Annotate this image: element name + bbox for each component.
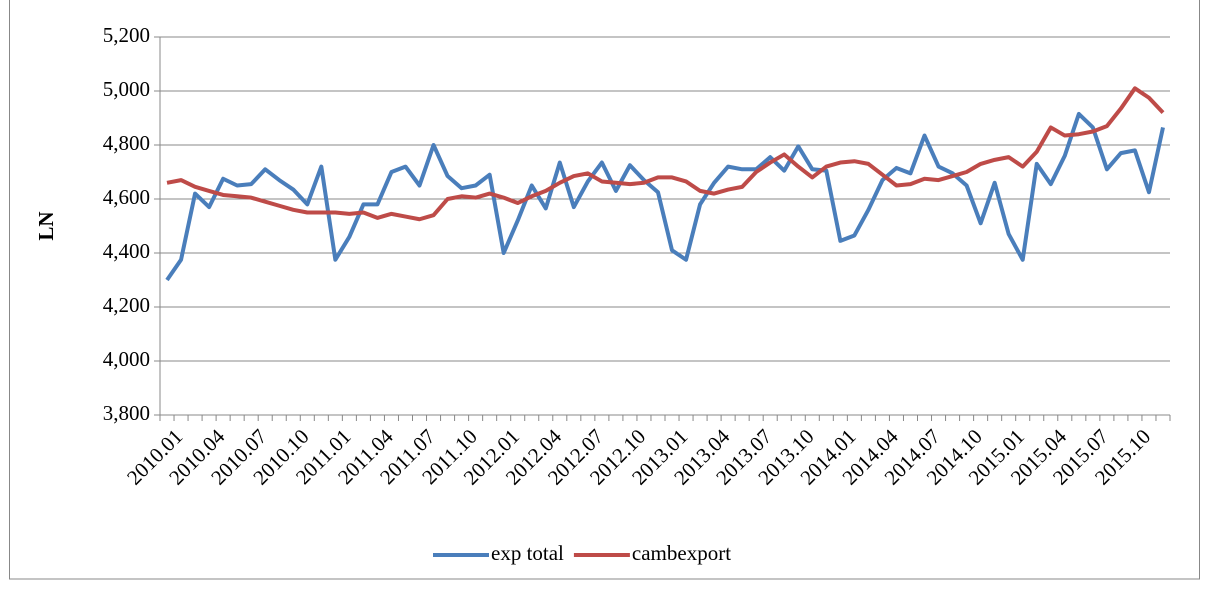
y-tick-label: 5,000: [103, 77, 150, 101]
legend-label: exp total: [491, 541, 564, 565]
y-axis-label: LN: [34, 211, 58, 240]
line-series: [165, 111, 1165, 282]
y-tick-label: 5,200: [103, 23, 150, 47]
y-tick-label: 3,800: [103, 401, 150, 425]
y-tick-label: 4,200: [103, 293, 150, 317]
y-tick-label: 4,000: [103, 347, 150, 371]
chart-frame: [9, 0, 1200, 580]
y-tick-label: 4,400: [103, 239, 150, 263]
line-series: [166, 86, 1165, 222]
legend-label: cambexport: [632, 541, 731, 565]
y-tick-label: 4,800: [103, 131, 150, 155]
y-tick-label: 4,600: [103, 185, 150, 209]
